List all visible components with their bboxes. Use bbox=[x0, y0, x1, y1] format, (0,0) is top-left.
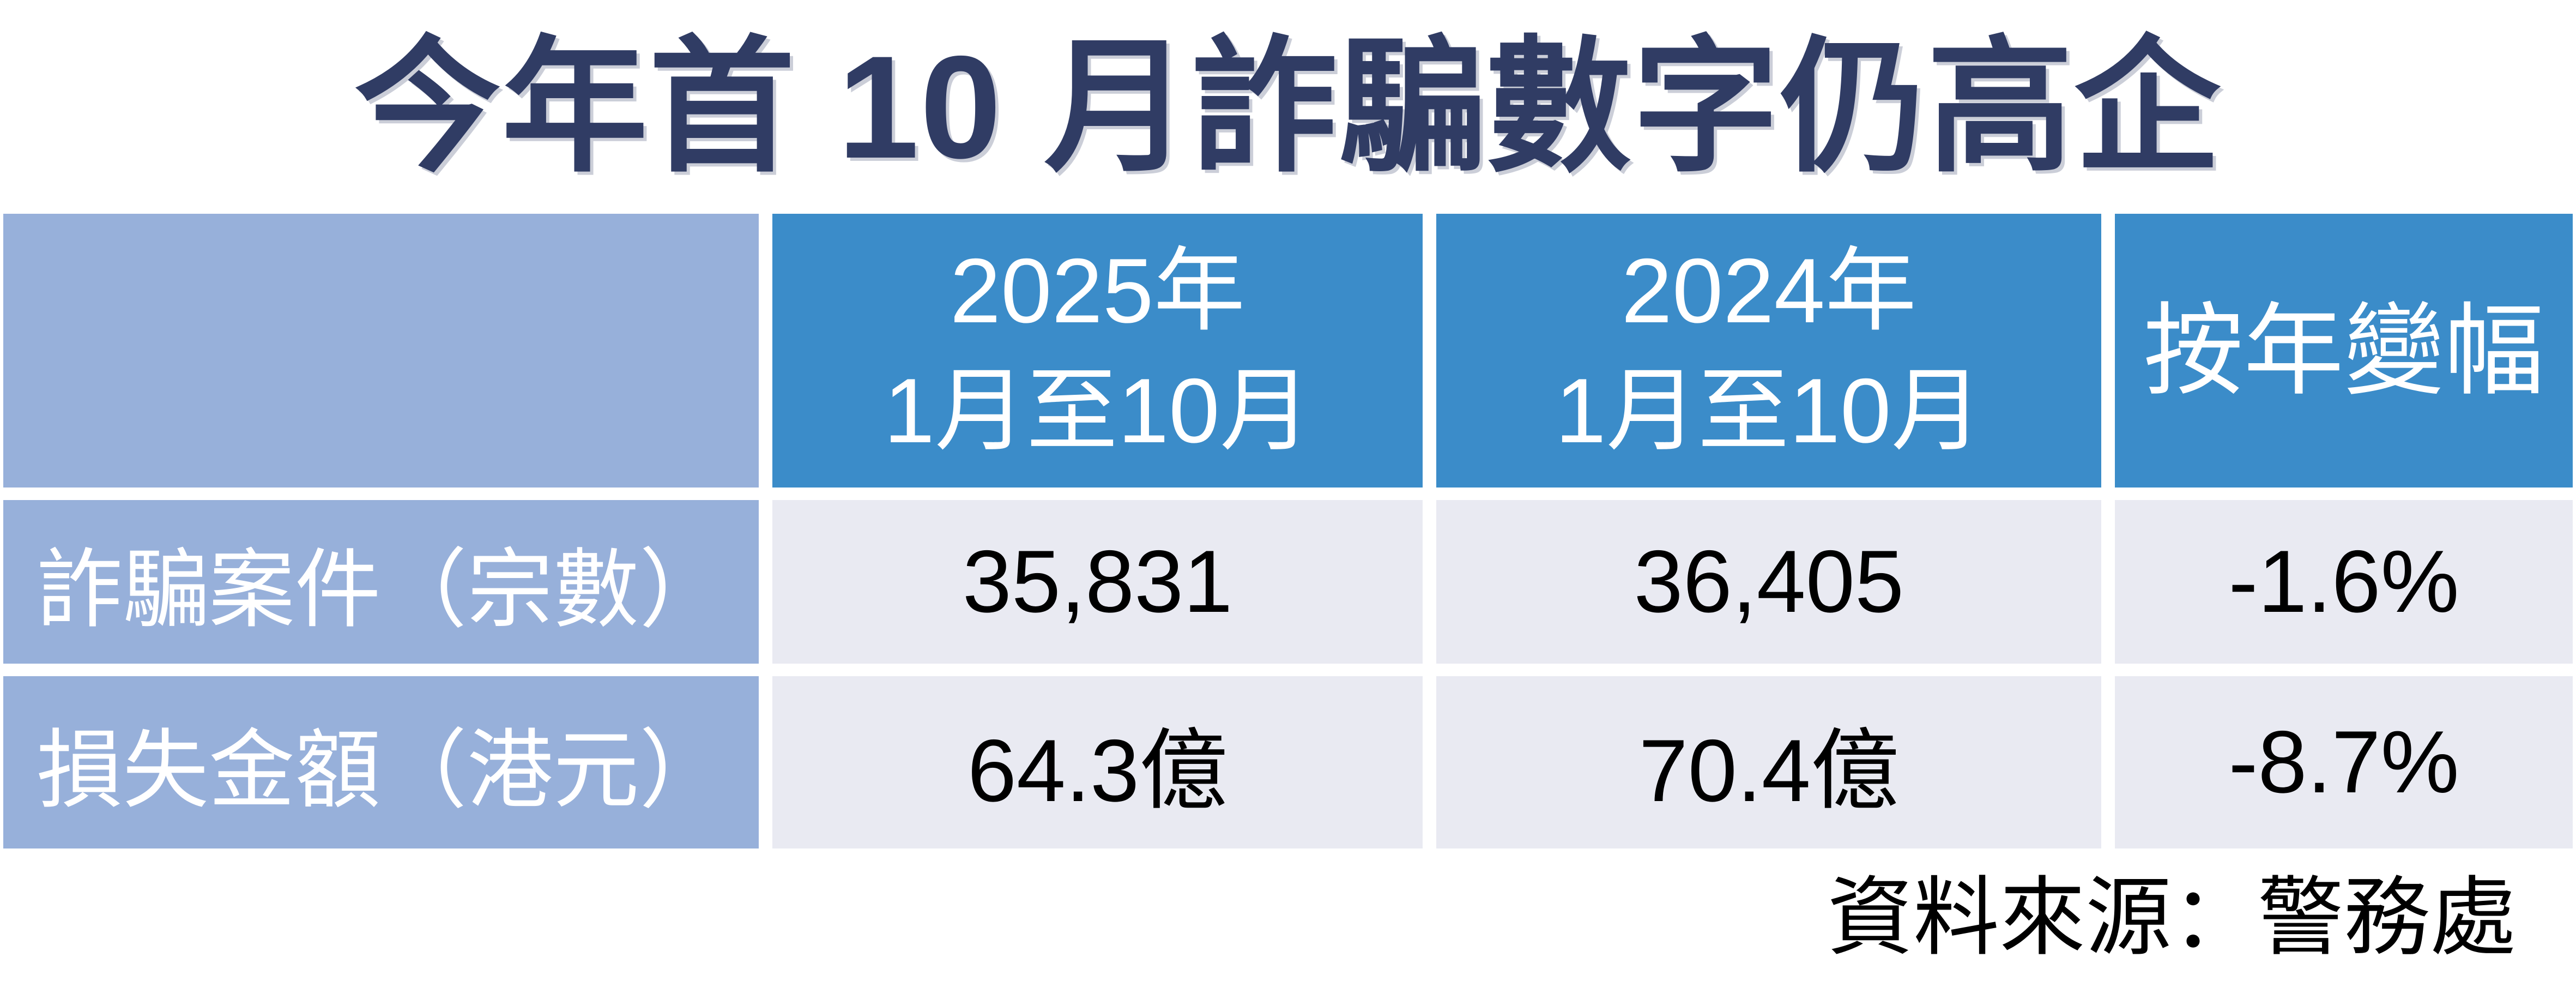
row-label-loss-amount: 損失金額（港元） bbox=[3, 676, 759, 848]
header-2025-line1: 2025年 bbox=[950, 239, 1245, 342]
source-note-text: 資料來源：警務處 bbox=[1827, 871, 2516, 966]
value-fraud-cases-2025-text: 35,831 bbox=[962, 532, 1233, 631]
value-fraud-cases-yoy: -1.6% bbox=[2115, 500, 2573, 664]
header-cell-2024: 2024年 1月至10月 bbox=[1436, 214, 2102, 488]
row-label-fraud-cases: 詐騙案件（宗數） bbox=[3, 500, 759, 664]
value-loss-amount-2025-text: 64.3億 bbox=[967, 721, 1228, 820]
value-loss-amount-2024-text: 70.4億 bbox=[1638, 721, 1899, 820]
value-loss-amount-yoy-text: -8.7% bbox=[2228, 713, 2459, 811]
value-fraud-cases-2024: 36,405 bbox=[1436, 500, 2102, 664]
source-note: 資料來源：警務處 bbox=[1827, 847, 2516, 972]
value-fraud-cases-yoy-text: -1.6% bbox=[2228, 532, 2459, 631]
header-2024-line2: 1月至10月 bbox=[1555, 359, 1983, 462]
value-fraud-cases-2025: 35,831 bbox=[772, 500, 1423, 664]
header-yoy-label: 按年變幅 bbox=[2143, 294, 2545, 407]
page-title: 今年首 10 月詐騙數字仍高企 bbox=[354, 25, 2222, 189]
header-2025-line2: 1月至10月 bbox=[884, 359, 1311, 462]
header-cell-yoy-change: 按年變幅 bbox=[2115, 214, 2573, 488]
header-cell-blank bbox=[3, 214, 759, 488]
value-loss-amount-2024: 70.4億 bbox=[1436, 676, 2102, 848]
header-2024-line1: 2024年 bbox=[1621, 239, 1917, 342]
row-label-fraud-cases-text: 詐騙案件（宗數） bbox=[36, 541, 725, 638]
title-bar: 今年首 10 月詐騙數字仍高企 bbox=[0, 0, 2576, 214]
row-label-loss-amount-text: 損失金額（港元） bbox=[36, 722, 725, 819]
header-cell-2025: 2025年 1月至10月 bbox=[772, 214, 1423, 488]
fraud-stats-table: 2025年 1月至10月 2024年 1月至10月 按年變幅 詐騙案件（宗數） … bbox=[3, 214, 2573, 848]
value-loss-amount-2025: 64.3億 bbox=[772, 676, 1423, 848]
value-loss-amount-yoy: -8.7% bbox=[2115, 676, 2573, 848]
value-fraud-cases-2024-text: 36,405 bbox=[1634, 532, 1904, 631]
